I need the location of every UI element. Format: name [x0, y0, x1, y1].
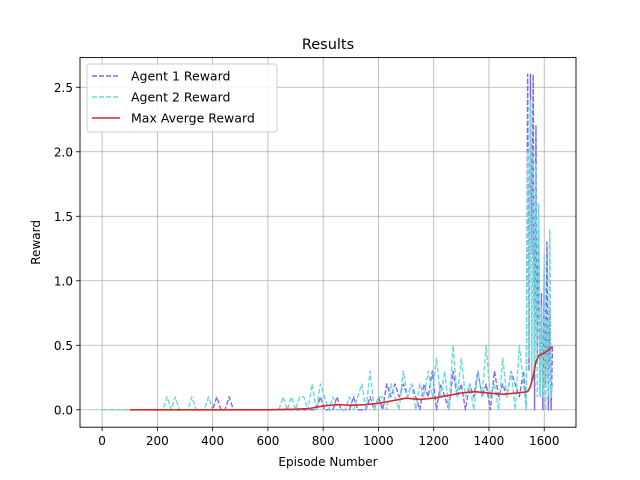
y-tick-label: 0.0: [54, 403, 73, 417]
y-tick-label: 0.5: [54, 339, 73, 353]
axis-ticks: 0 200 400 600 800 1000 1200 1400 1600 0.0 0.5 1.0 1.…: [54, 81, 560, 448]
x-axis-label: Episode Number: [278, 455, 377, 469]
x-tick-label: 0: [98, 434, 106, 448]
x-tick-label: 800: [312, 434, 335, 448]
y-tick-label: 2.5: [54, 81, 73, 95]
legend-label: Agent 1 Reward: [131, 69, 230, 84]
series-layer: [102, 73, 554, 411]
x-tick-label: 1600: [529, 434, 560, 448]
y-tick-label: 2.0: [54, 145, 73, 159]
legend: Agent 1 Reward Agent 2 Reward Max Averge R…: [86, 63, 278, 133]
chart-title: Results: [302, 37, 354, 53]
x-tick-label: 400: [201, 434, 224, 448]
legend-label: Max Averge Reward: [131, 111, 255, 126]
plot-frame: [79, 57, 577, 428]
series-line-1: [102, 73, 554, 411]
legend-box: [86, 63, 278, 133]
x-tick-label: 1400: [474, 434, 505, 448]
x-tick-label: 1000: [363, 434, 394, 448]
x-tick-label: 600: [256, 434, 279, 448]
y-tick-label: 1.5: [54, 210, 73, 224]
y-tick-label: 1.0: [54, 274, 73, 288]
x-tick-label: 1200: [418, 434, 449, 448]
x-tick-label: 200: [146, 434, 169, 448]
y-axis-label: Reward: [29, 220, 43, 265]
legend-label: Agent 2 Reward: [131, 90, 230, 105]
series-line-3: [129, 345, 554, 411]
